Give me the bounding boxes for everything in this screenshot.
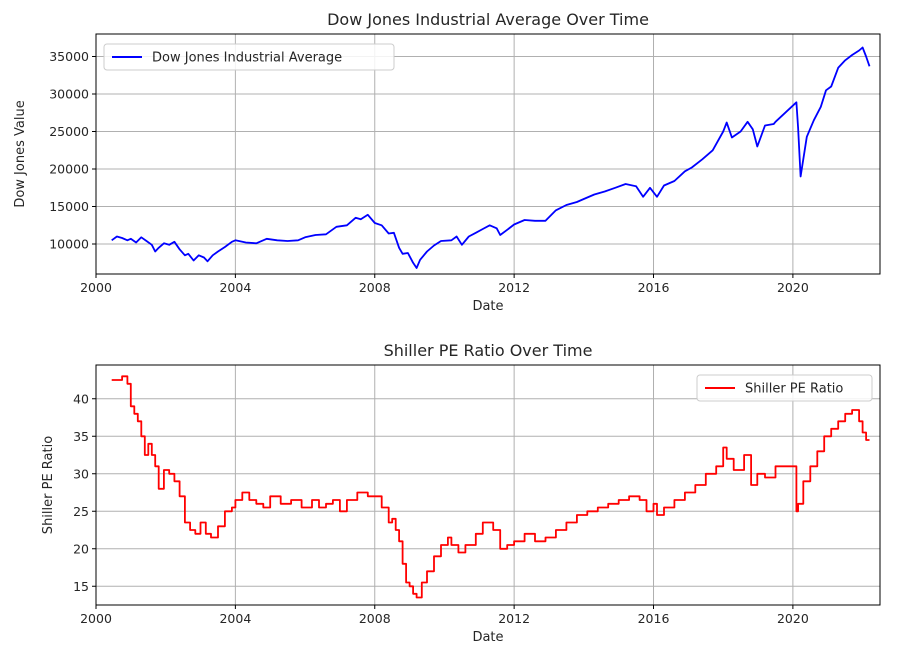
x-tick-label: 2008 <box>359 280 391 295</box>
axes-frame <box>95 364 881 606</box>
x-tick-label: 2000 <box>80 280 112 295</box>
legend-label: Shiller PE Ratio <box>745 382 843 397</box>
legend: Shiller PE Ratio <box>696 374 873 402</box>
y-tick-label: 15000 <box>49 199 89 214</box>
x-tick-label: 2020 <box>777 280 809 295</box>
x-axis-label: Date <box>472 630 503 645</box>
y-tick-label: 25 <box>73 504 89 519</box>
chart-title: Dow Jones Industrial Average Over Time <box>327 10 649 29</box>
y-tick-label: 30000 <box>49 87 89 102</box>
x-tick-label: 2012 <box>498 280 530 295</box>
x-tick-label: 2020 <box>777 611 809 626</box>
y-tick-label: 25000 <box>49 124 89 139</box>
y-axis-label: Shiller PE Ratio <box>41 436 56 534</box>
chart-panel-2: 2000 2004 2008 2012 2016 2020 15 20 25 30 35 40 Shil… <box>41 341 881 645</box>
legend-box <box>696 374 873 402</box>
y-axis-label: Dow Jones Value <box>13 100 28 207</box>
x-tick-label: 2016 <box>638 280 670 295</box>
legend: Dow Jones Industrial Average <box>103 43 395 71</box>
chart-panel-1: 2000 2004 2008 2012 2016 2020 10000 15000 20000 2… <box>13 10 881 314</box>
y-tick-label: 40 <box>73 391 89 406</box>
y-tick-label: 10000 <box>49 237 89 252</box>
x-tick-label: 2012 <box>498 611 530 626</box>
series-line-1-1 <box>111 46 871 269</box>
x-axis-label: Date <box>472 299 503 314</box>
y-tick-label: 30 <box>73 466 89 481</box>
x-tick-label: 2000 <box>80 611 112 626</box>
legend-label: Dow Jones Industrial Average <box>152 51 342 66</box>
y-tick-label: 15 <box>73 579 89 594</box>
plot-area <box>96 34 880 274</box>
series-line-2-1 <box>111 375 870 599</box>
plot-area <box>96 365 880 605</box>
axes-frame <box>95 33 881 275</box>
y-tick-label: 35 <box>73 429 89 444</box>
x-tick-label: 2008 <box>359 611 391 626</box>
y-tick-label: 35000 <box>49 49 89 64</box>
y-tick-label: 20000 <box>49 162 89 177</box>
y-tick-label: 20 <box>73 541 89 556</box>
x-tick-label: 2004 <box>219 611 251 626</box>
legend-box <box>103 43 395 71</box>
chart-title: Shiller PE Ratio Over Time <box>384 341 593 360</box>
x-tick-label: 2016 <box>638 611 670 626</box>
x-tick-label: 2004 <box>219 280 251 295</box>
